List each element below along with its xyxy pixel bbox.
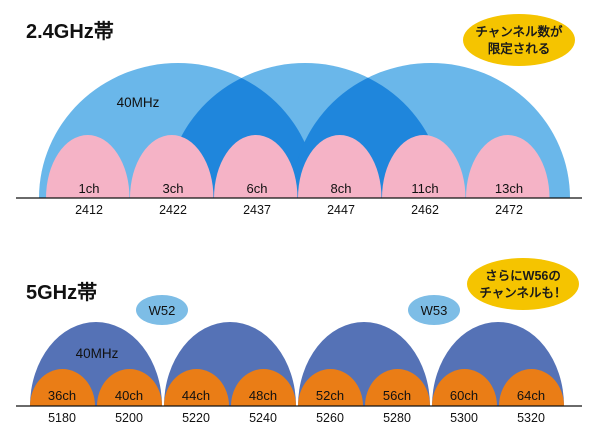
- narrow-channel-arc-13ch: [466, 135, 550, 198]
- narrow-channel-arcs-5: [30, 369, 564, 406]
- group-label-w53: W53: [421, 303, 448, 318]
- frequency-label: 2462: [411, 203, 439, 217]
- channel-labels-5: 36ch 5180 40ch 5200 44ch 5220 48ch 5240 52ch 5260…: [48, 388, 545, 425]
- callout-5: さらにW56の チャンネルも！: [467, 258, 579, 310]
- frequency-label: 2412: [75, 203, 103, 217]
- frequency-label: 2447: [327, 203, 355, 217]
- channel-label: 3ch: [163, 181, 184, 196]
- band-24ghz-title: 2.4GHz帯: [26, 20, 114, 43]
- frequency-label: 5320: [517, 411, 545, 425]
- frequency-label: 5300: [450, 411, 478, 425]
- band-24ghz-section: 2.4GHz帯 40MHz 1ch 2412 3ch 2422 6ch 2437 8ch 24…: [16, 14, 582, 217]
- band-5ghz-title: 5GHz帯: [26, 281, 97, 304]
- frequency-label: 2437: [243, 203, 271, 217]
- channel-label: 11ch: [411, 181, 438, 196]
- callout-24: チャンネル数が 限定される: [463, 14, 575, 66]
- channel-label: 56ch: [383, 388, 411, 403]
- narrow-channel-arc-48ch: [231, 369, 296, 406]
- callout-5-line1: さらにW56の: [485, 269, 561, 283]
- narrow-channel-arc-60ch: [432, 369, 497, 406]
- frequency-label: 5200: [115, 411, 143, 425]
- frequency-label: 2422: [159, 203, 187, 217]
- channel-label: 8ch: [331, 181, 352, 196]
- channel-label: 60ch: [450, 388, 478, 403]
- narrow-channel-arc-36ch: [30, 369, 95, 406]
- group-bubble-w53: W53: [408, 295, 460, 325]
- group-label-w52: W52: [149, 303, 176, 318]
- narrow-channel-arc-52ch: [298, 369, 363, 406]
- narrow-channel-arc-11ch: [382, 135, 466, 198]
- frequency-label: 5220: [182, 411, 210, 425]
- narrow-channel-arc-1ch: [46, 135, 130, 198]
- frequency-label: 5240: [249, 411, 277, 425]
- narrow-channel-arc-3ch: [130, 135, 214, 198]
- channel-label: 1ch: [79, 181, 100, 196]
- narrow-channel-arc-8ch: [298, 135, 382, 198]
- width-label-5: 40MHz: [76, 346, 119, 361]
- frequency-label: 5280: [383, 411, 411, 425]
- width-label-24: 40MHz: [117, 95, 160, 110]
- frequency-label: 5260: [316, 411, 344, 425]
- channel-label: 6ch: [247, 181, 268, 196]
- narrow-channel-arc-44ch: [164, 369, 229, 406]
- narrow-channel-arc-40ch: [97, 369, 162, 406]
- channel-labels-24: 1ch 2412 3ch 2422 6ch 2437 8ch 2447 11ch 2462 13ch…: [75, 181, 523, 217]
- frequency-label: 5180: [48, 411, 76, 425]
- channel-label: 36ch: [48, 388, 76, 403]
- narrow-channel-arc-64ch: [499, 369, 564, 406]
- channel-label: 48ch: [249, 388, 277, 403]
- group-bubble-w52: W52: [136, 295, 188, 325]
- frequency-label: 2472: [495, 203, 523, 217]
- callout-24-line1: チャンネル数が: [475, 24, 563, 39]
- channel-label: 52ch: [316, 388, 344, 403]
- channel-label: 44ch: [182, 388, 210, 403]
- narrow-channel-arcs-24: [46, 135, 550, 198]
- narrow-channel-arc-6ch: [214, 135, 298, 198]
- callout-5-line2: チャンネルも！: [479, 286, 566, 300]
- narrow-channel-arc-56ch: [365, 369, 430, 406]
- band-5ghz-section: 5GHz帯 40MHz 36ch 5180 40ch 5200 44ch 5220 48ch…: [16, 258, 582, 425]
- channel-label: 40ch: [115, 388, 143, 403]
- channel-label: 13ch: [495, 181, 523, 196]
- callout-24-line2: 限定される: [488, 41, 551, 56]
- channel-label: 64ch: [517, 388, 545, 403]
